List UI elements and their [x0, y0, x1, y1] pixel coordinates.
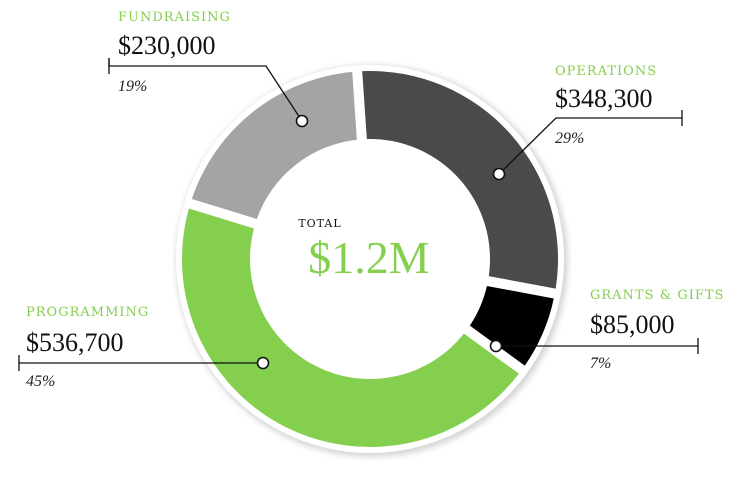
total-value: $1.2M: [308, 232, 429, 283]
value-label-grants-gifts: $85,000: [590, 310, 675, 339]
value-label-programming: $536,700: [26, 328, 124, 357]
slice-programming: [182, 208, 519, 447]
percent-label-grants-gifts: 7%: [590, 355, 611, 372]
slice-fundraising: [191, 71, 357, 219]
category-label-operations: OPERATIONS: [555, 64, 657, 79]
slice-labels: FUNDRAISING $230,000 19% OPERATIONS $348,300…: [26, 10, 724, 390]
leader-dot-fundraising: [295, 114, 309, 128]
category-label-grants-gifts: GRANTS & GIFTS: [590, 288, 724, 303]
percent-label-fundraising: 19%: [118, 78, 147, 95]
leader-dot-grants-gifts: [489, 339, 503, 353]
percent-label-programming: 45%: [26, 373, 55, 390]
leader-lines: [18, 58, 699, 371]
slices: [182, 71, 558, 447]
percent-label-operations: 29%: [555, 130, 584, 147]
category-label-fundraising: FUNDRAISING: [118, 10, 231, 25]
total-label: TOTAL: [298, 217, 341, 230]
value-label-operations: $348,300: [555, 84, 653, 113]
leader-dot-operations: [492, 167, 506, 181]
value-label-fundraising: $230,000: [118, 31, 216, 60]
slice-operations: [362, 71, 558, 289]
leader-line-operations: [498, 117, 682, 175]
leader-dot-programming: [256, 356, 270, 370]
category-label-programming: PROGRAMMING: [26, 305, 149, 320]
